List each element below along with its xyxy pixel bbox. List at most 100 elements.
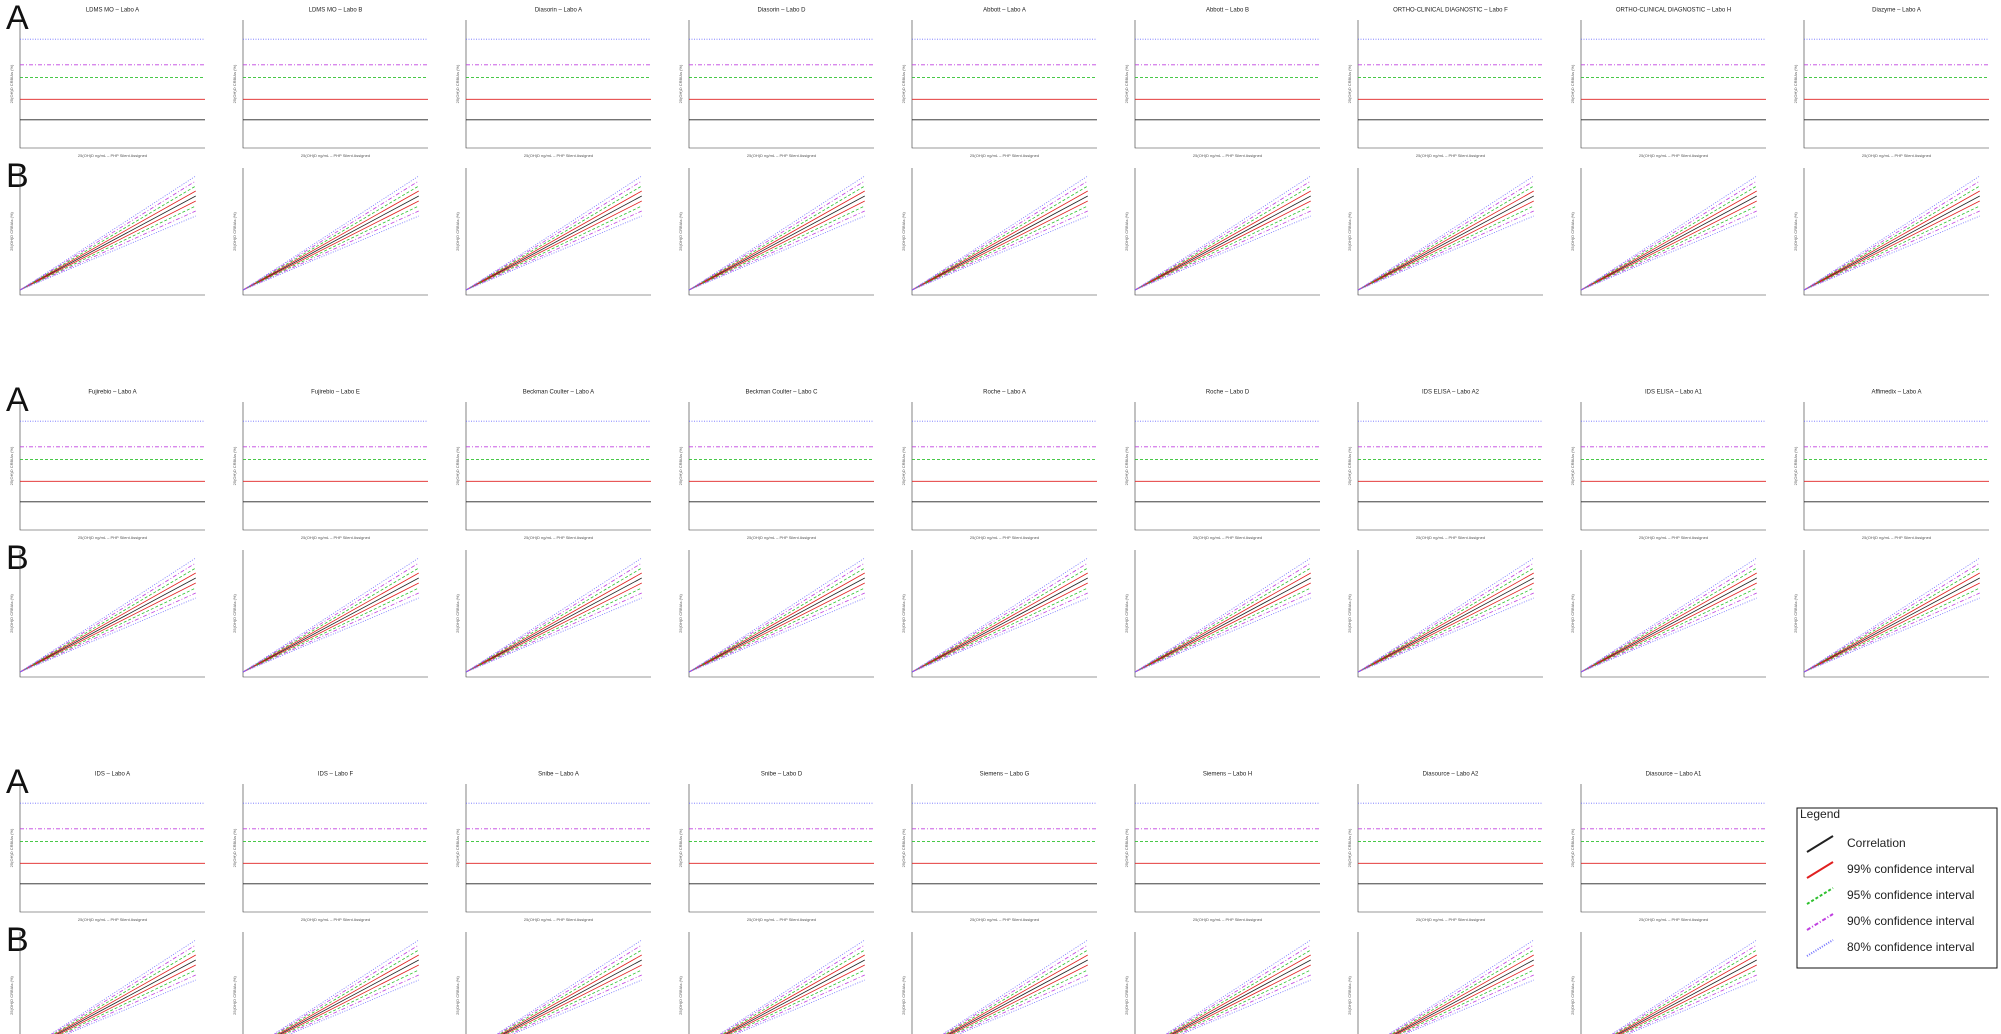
axis: [1580, 784, 1766, 913]
regression-line: [1803, 597, 1980, 673]
y-axis-label: 25(OH)D CRBIAs (%): [678, 975, 683, 1014]
regression-line: [1580, 180, 1757, 291]
regression-line: [1134, 597, 1311, 673]
axis: [1803, 550, 1989, 678]
regression-line: [1357, 175, 1534, 291]
y-axis-label: 25(OH)D CRBIAs (%): [901, 828, 906, 867]
regression-line: [911, 577, 1088, 673]
y-axis-label: 25(OH)D CRBIAs (%): [1124, 64, 1129, 103]
regression-line: [465, 195, 642, 291]
regression-line: [911, 200, 1088, 291]
regression-line: [948, 959, 1088, 1034]
regression-line: [465, 572, 642, 673]
x-axis-label: 25(OH)D ng/mL – PHP Silent Assigned: [747, 917, 816, 922]
plot-title: Abbott – Labo A: [983, 8, 1026, 14]
regression-line: [911, 180, 1088, 291]
axis: [19, 168, 205, 296]
regression-line: [1401, 974, 1534, 1034]
regression-line: [19, 180, 196, 291]
regression-line: [943, 944, 1088, 1034]
axis: [911, 932, 913, 1034]
regression-line: [1357, 195, 1534, 291]
x-axis-label: 25(OH)D ng/mL – PHP Silent Assigned: [1193, 917, 1262, 922]
regression-line: [465, 200, 642, 291]
regression-line: [1134, 577, 1311, 673]
regression-line: [1803, 210, 1980, 291]
y-axis-label: 25(OH)D CRBIAs (%): [1570, 593, 1575, 632]
x-axis-label: 25(OH)D ng/mL – PHP Silent Assigned: [1639, 535, 1708, 540]
plot-title: Diasource – Labo A2: [1423, 772, 1479, 778]
regression-line: [19, 190, 196, 291]
legend-label: 80% confidence interval: [1847, 940, 1974, 954]
regression-line: [289, 979, 419, 1034]
y-axis-label: 25(OH)D CRBIAs (%): [9, 975, 14, 1014]
x-axis-label: 25(OH)D ng/mL – PHP Silent Assigned: [1639, 917, 1708, 922]
axis: [242, 932, 244, 1034]
regression-line: [504, 964, 642, 1034]
regression-line: [688, 190, 865, 291]
y-axis-label: 25(OH)D CRBIAs (%): [1124, 828, 1129, 867]
regression-line: [911, 190, 1088, 291]
regression-line: [1357, 210, 1534, 291]
x-axis-label: 25(OH)D ng/mL – PHP Silent Assigned: [1416, 535, 1485, 540]
regression-line: [911, 597, 1088, 673]
regression-line: [1404, 979, 1534, 1034]
x-axis-label: 25(OH)D ng/mL – PHP Silent Assigned: [78, 153, 147, 158]
regression-line: [465, 185, 642, 291]
regression-line: [1580, 572, 1757, 673]
regression-line: [509, 974, 642, 1034]
x-axis-label: 25(OH)D ng/mL – PHP Silent Assigned: [301, 535, 370, 540]
regression-line: [242, 587, 419, 673]
regression-line: [242, 582, 419, 673]
regression-line: [19, 567, 196, 673]
y-axis-label: 25(OH)D CRBIAs (%): [1124, 593, 1129, 632]
x-axis-label: 25(OH)D ng/mL – PHP Silent Assigned: [747, 535, 816, 540]
regression-line: [1580, 200, 1757, 291]
plot-title: IDS ELISA – Labo A1: [1645, 390, 1703, 396]
regression-line: [911, 210, 1088, 291]
regression-line: [502, 959, 642, 1034]
regression-line: [1803, 185, 1980, 291]
plot-title: Beckman Coulter – Labo C: [745, 390, 818, 396]
plot-title: Fujirebio – Labo A: [88, 390, 136, 396]
y-axis-label: 25(OH)D CRBIAs (%): [1570, 975, 1575, 1014]
regression-line: [465, 210, 642, 291]
regression-line: [465, 190, 642, 291]
axis: [465, 168, 651, 296]
regression-line: [465, 562, 642, 673]
legend-swatch: [1806, 887, 1834, 905]
y-axis-label: 25(OH)D CRBIAs (%): [9, 828, 14, 867]
regression-line: [732, 974, 865, 1034]
regression-line: [242, 572, 419, 673]
regression-line: [242, 597, 419, 673]
y-axis-label: 25(OH)D CRBIAs (%): [678, 828, 683, 867]
axis: [1134, 20, 1320, 149]
y-axis-label: 25(OH)D CRBIAs (%): [455, 593, 460, 632]
regression-line: [1134, 180, 1311, 291]
regression-line: [911, 592, 1088, 673]
regression-line: [688, 205, 865, 291]
regression-line: [1357, 587, 1534, 673]
plot-title: Diasorin – Labo A: [535, 8, 582, 14]
axis: [242, 550, 428, 678]
regression-line: [911, 215, 1088, 291]
x-axis-label: 25(OH)D ng/mL – PHP Silent Assigned: [524, 153, 593, 158]
regression-line: [1357, 205, 1534, 291]
x-axis-label: 25(OH)D ng/mL – PHP Silent Assigned: [78, 535, 147, 540]
regression-line: [53, 949, 196, 1034]
regression-line: [722, 949, 865, 1034]
y-axis-label: 25(OH)D CRBIAs (%): [901, 211, 906, 250]
regression-line: [688, 200, 865, 291]
regression-line: [277, 954, 419, 1034]
x-axis-label: 25(OH)D ng/mL – PHP Silent Assigned: [524, 917, 593, 922]
regression-line: [465, 567, 642, 673]
regression-line: [1803, 577, 1980, 673]
regression-line: [465, 215, 642, 291]
regression-line: [911, 175, 1088, 291]
regression-line: [688, 180, 865, 291]
plot-title: Siemens – Labo H: [1203, 772, 1252, 778]
plot-title: Diazyme – Labo A: [1872, 8, 1921, 14]
regression-line: [283, 969, 419, 1034]
regression-line: [688, 567, 865, 673]
y-axis-label: 25(OH)D CRBIAs (%): [1347, 828, 1352, 867]
